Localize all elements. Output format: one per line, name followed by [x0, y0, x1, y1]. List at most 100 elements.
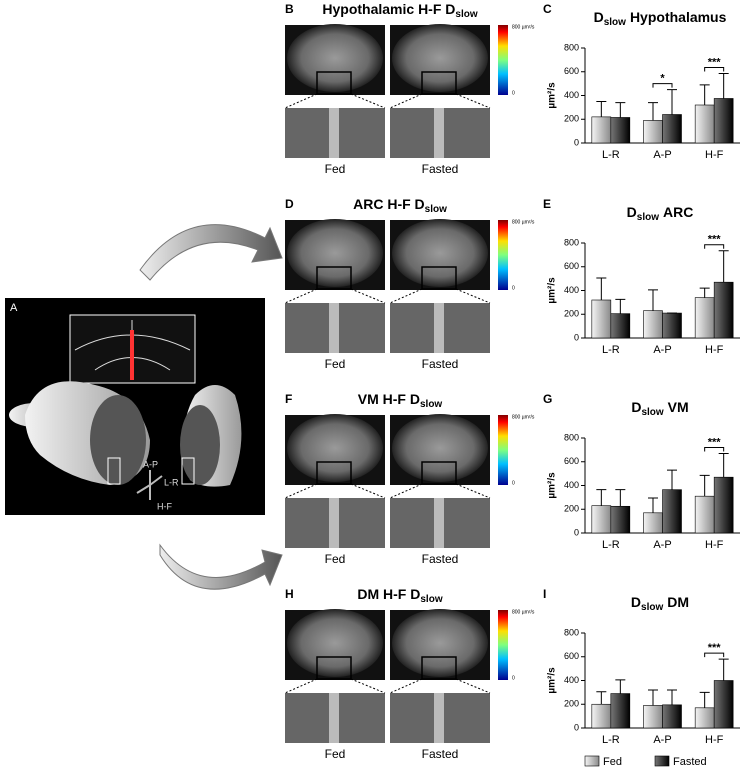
y-axis-label: µm²/s [547, 82, 558, 109]
bar [591, 116, 612, 144]
x-tick-label: L-R [602, 344, 620, 356]
y-tick-label: 400 [564, 675, 579, 685]
y-tick-label: 800 [564, 432, 579, 442]
panel-title: VM H-F Dslow [358, 391, 443, 410]
bar [694, 297, 715, 339]
error-bar [648, 689, 658, 706]
roi-box [421, 656, 457, 680]
error-bar [648, 102, 658, 121]
brain-section [90, 395, 146, 485]
error-bar [648, 289, 658, 311]
condition-label: Fasted [422, 357, 459, 371]
title-text: VM H-F D [358, 391, 420, 407]
bar [662, 114, 682, 144]
colorbar-max: 800 µm²/s [512, 219, 535, 225]
y-axis-label: µm²/s [547, 472, 558, 499]
error-bar [699, 691, 710, 708]
axis-label: L-R [164, 477, 179, 487]
bar [662, 489, 682, 534]
bar [694, 495, 715, 534]
roi-box [316, 656, 352, 680]
bar [662, 312, 682, 339]
title-text: DM [667, 594, 689, 610]
x-tick-label: A-P [653, 149, 671, 161]
colorbar-min: 0 [512, 675, 515, 681]
y-tick-label: 200 [564, 504, 579, 514]
roi-box [316, 71, 352, 95]
bar [713, 476, 734, 534]
x-tick-label: L-R [602, 734, 620, 746]
significance: *** [708, 56, 722, 68]
bar [713, 281, 734, 339]
zoom-guide [284, 288, 386, 304]
zoom-midline [329, 498, 339, 548]
x-tick-label: H-F [705, 539, 724, 551]
chart-title: Dslow Hypothalamus [594, 9, 727, 28]
bar [662, 704, 682, 729]
x-tick-label: A-P [653, 539, 671, 551]
brain-section [180, 405, 220, 485]
title-text: D [631, 594, 641, 610]
y-axis-label: µm²/s [547, 277, 558, 304]
x-tick-label: H-F [705, 734, 724, 746]
error-bar [648, 497, 658, 513]
zoom-guide [284, 678, 386, 694]
title-sub: slow [604, 17, 626, 28]
mri-brain [287, 219, 383, 287]
bar [643, 310, 663, 339]
title-sub: slow [641, 407, 663, 418]
y-tick-label: 600 [564, 651, 579, 661]
bar [694, 707, 715, 729]
bar [610, 693, 631, 729]
bar [591, 299, 612, 339]
error-bar [615, 298, 626, 314]
panel-title: ARC H-F Dslow [353, 196, 447, 215]
significance-bracket [704, 446, 725, 452]
panel-letter: F [285, 392, 292, 406]
significance-bracket [704, 652, 725, 658]
panel-letter: C [543, 2, 552, 16]
zoom-midline [329, 108, 339, 158]
zoom-guide [389, 483, 491, 499]
bar [713, 98, 734, 144]
atlas-midline [130, 330, 134, 380]
title-text: D [594, 9, 604, 25]
bar [591, 505, 612, 534]
y-tick-label: 200 [564, 114, 579, 124]
colorbar [498, 415, 508, 485]
y-tick-label: 0 [574, 722, 579, 732]
significance: *** [708, 436, 722, 448]
title-sub: slow [455, 9, 477, 20]
bar [610, 313, 631, 339]
colorbar [498, 25, 508, 95]
zoom-guide [284, 93, 386, 109]
y-tick-label: 0 [574, 332, 579, 342]
zoom-guide [389, 288, 491, 304]
error-bar [667, 689, 677, 705]
title-text: ARC H-F D [353, 196, 425, 212]
mri-brain [392, 219, 488, 287]
y-tick-label: 0 [574, 137, 579, 147]
condition-label: Fasted [422, 162, 459, 176]
title-sub: slow [641, 602, 663, 613]
y-tick-label: 200 [564, 699, 579, 709]
legend-swatch [584, 755, 600, 767]
x-tick-label: H-F [705, 149, 724, 161]
mri-brain [392, 609, 488, 677]
error-bar [596, 489, 607, 506]
significance: *** [708, 642, 722, 654]
y-tick-label: 800 [564, 42, 579, 52]
chart-title: Dslow ARC [627, 204, 694, 223]
panel-letter: I [543, 587, 546, 601]
panel-letter: E [543, 197, 551, 211]
bar [713, 680, 734, 729]
title-text: Hypothalamic H-F D [322, 1, 455, 17]
significance-bracket [704, 244, 725, 249]
x-tick-label: L-R [602, 149, 620, 161]
roi-box [421, 71, 457, 95]
bar [643, 512, 663, 534]
panel-letter: H [285, 587, 294, 601]
panel-letter: B [285, 2, 294, 16]
y-axis-label: µm²/s [547, 667, 558, 694]
